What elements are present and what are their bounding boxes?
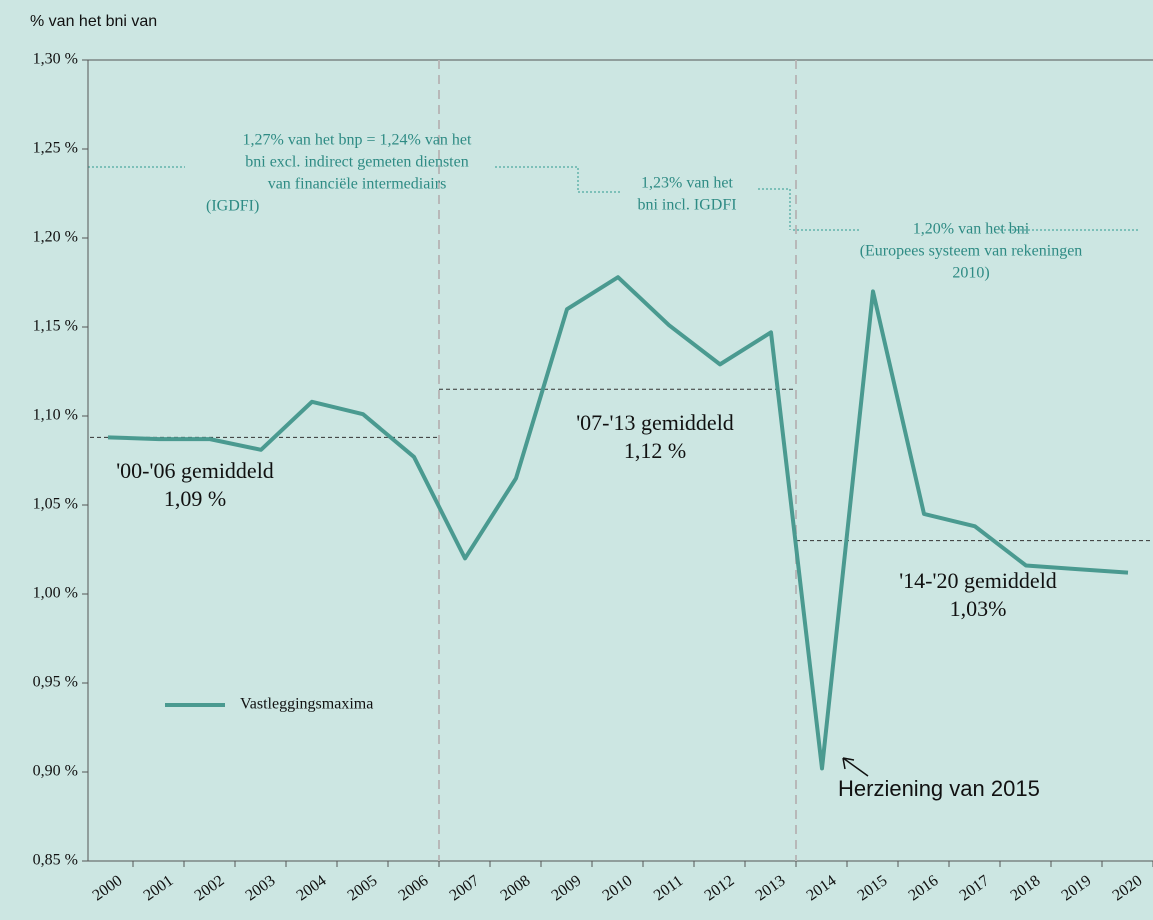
average-label: '07-'13 gemiddeld [576, 410, 734, 435]
ceiling-label: bni incl. IGDFI [637, 197, 736, 214]
x-tick-label: 2002 [192, 872, 228, 904]
ceiling-connectors [88, 166, 1140, 231]
x-tick-label: 2012 [702, 872, 738, 904]
y-axis-label: % van het bni van [30, 13, 157, 30]
ceiling-label: 1,27% van het bnp = 1,24% van het [243, 132, 473, 149]
x-tick-label: 2003 [243, 872, 279, 904]
average-label: 1,03% [950, 596, 1007, 621]
x-tick-label: 2018 [1008, 872, 1044, 904]
x-tick-label: 2004 [294, 872, 330, 904]
x-tick-label: 2013 [753, 872, 789, 904]
legend-label: Vastleggingsmaxima [240, 696, 373, 713]
average-label: 1,09 % [164, 486, 226, 511]
annotation: Herziening van 2015 [838, 776, 1040, 801]
x-tick-label: 2001 [141, 872, 177, 904]
x-tick-label: 2011 [651, 872, 686, 904]
x-tick-label: 2019 [1059, 872, 1095, 904]
arrow [842, 757, 869, 777]
x-tick-label: 2005 [345, 872, 381, 904]
y-tick-label: 1,10 % [33, 407, 78, 424]
ceiling-label: (IGDFI) [206, 198, 259, 215]
y-tick-label: 1,20 % [33, 229, 78, 246]
x-tick-label: 2010 [600, 872, 636, 904]
average-label: '00-'06 gemiddeld [116, 458, 274, 483]
x-tick-label: 2009 [549, 872, 585, 904]
ceiling-label: (Europees systeem van rekeningen [860, 243, 1083, 260]
y-tick-label: 1,25 % [33, 140, 78, 157]
y-tick-label: 0,95 % [33, 674, 78, 691]
y-tick-label: 1,30 % [33, 51, 78, 68]
x-tick-label: 2020 [1110, 872, 1146, 904]
x-tick-label: 2017 [957, 872, 993, 904]
y-tick-label: 1,00 % [33, 585, 78, 602]
y-tick-label: 0,85 % [33, 852, 78, 869]
average-label: '14-'20 gemiddeld [899, 568, 1057, 593]
x-tick-label: 2007 [447, 872, 483, 904]
series-line [107, 275, 1129, 771]
ceiling-label: 2010) [952, 265, 989, 282]
x-tick-label: 2016 [906, 872, 942, 904]
x-tick-label: 2008 [498, 872, 534, 904]
y-tick-label: 0,90 % [33, 763, 78, 780]
ceiling-label: bni excl. indirect gemeten diensten [245, 154, 468, 171]
ceiling-label: 1,20% van het bni [913, 221, 1030, 238]
ceiling-label: van financiële intermediairs [268, 176, 447, 193]
average-label: 1,12 % [624, 438, 686, 463]
y-tick-label: 1,15 % [33, 318, 78, 335]
y-tick-label: 1,05 % [33, 496, 78, 513]
x-tick-label: 2006 [396, 872, 432, 904]
ceiling-label: 1,23% van het [641, 175, 734, 192]
x-tick-label: 2014 [804, 872, 840, 904]
x-tick-label: 2000 [90, 872, 126, 904]
x-tick-label: 2015 [855, 872, 891, 904]
